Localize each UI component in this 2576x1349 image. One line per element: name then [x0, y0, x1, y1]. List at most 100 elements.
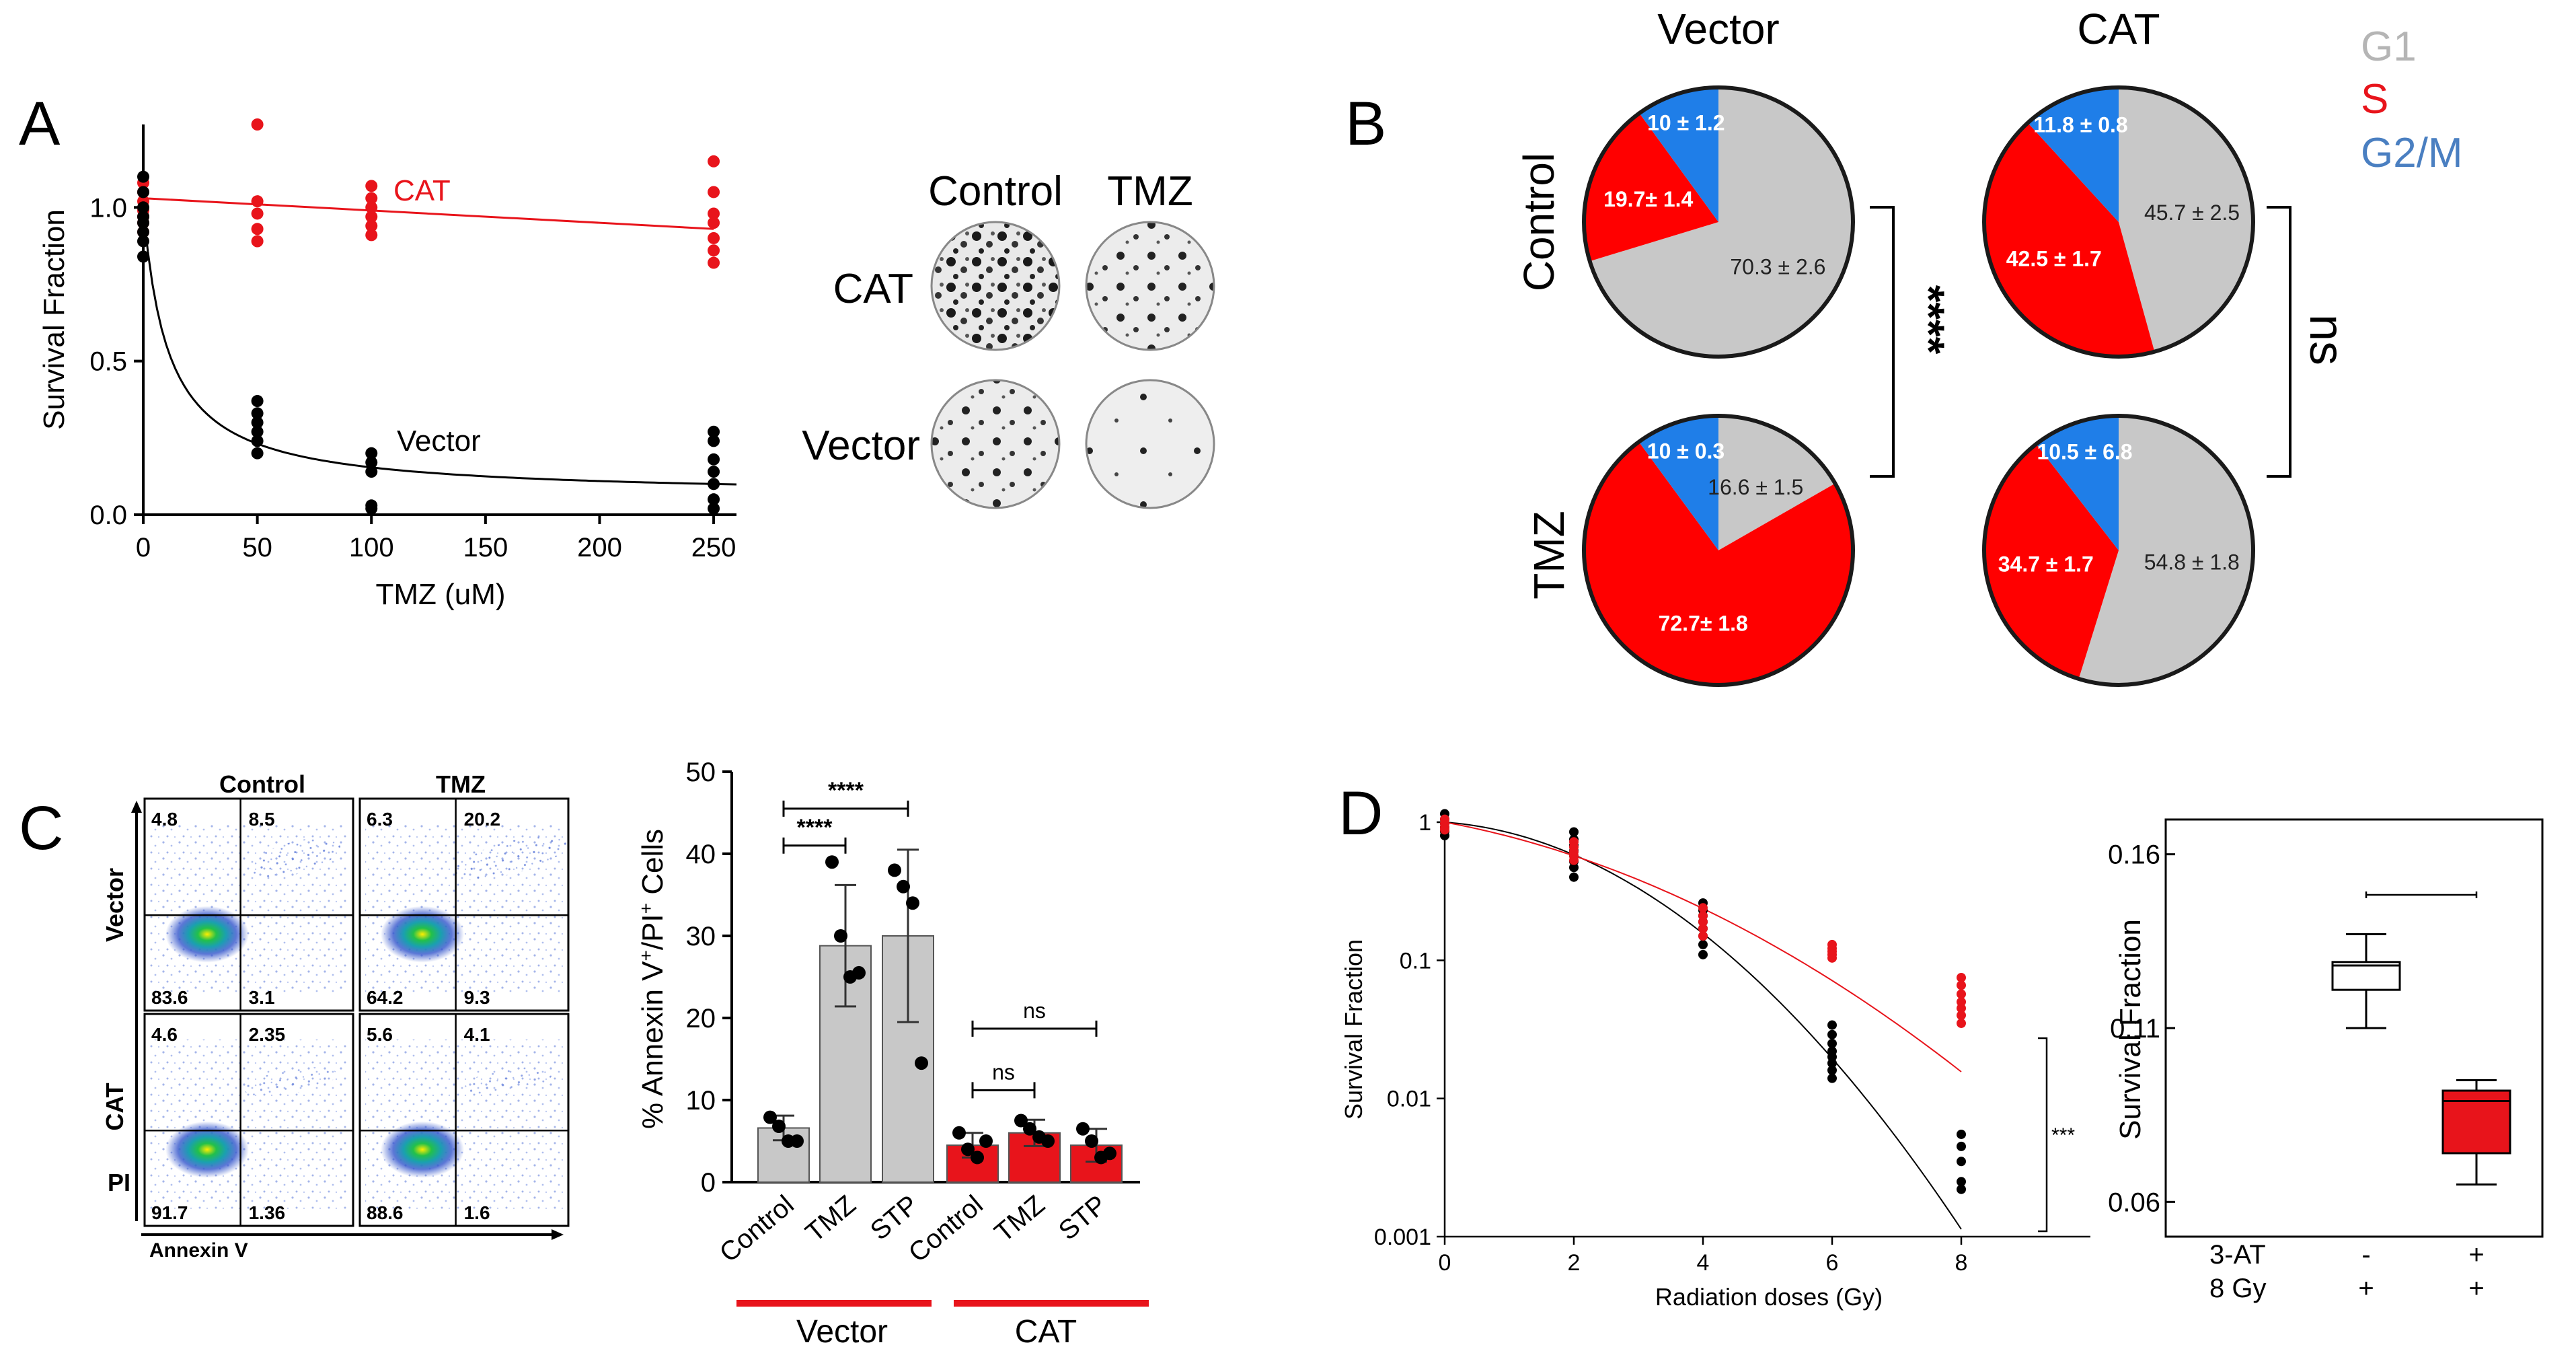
a-point-cat: [365, 192, 378, 205]
flow-quad-ul: 6.3: [367, 809, 393, 830]
flow-quad-ur: 20.2: [464, 809, 501, 830]
bar-ytick-label: 30: [686, 922, 716, 951]
plate-cat-control: [930, 221, 1061, 351]
a-point-vector: [365, 456, 378, 469]
box-mark-8gy-col1: +: [2358, 1274, 2374, 1303]
legend-g1: G1: [2361, 24, 2417, 70]
d-point-vector: [1957, 1157, 1966, 1167]
bar-axes: [730, 772, 1140, 1183]
flow-events: [365, 1039, 563, 1209]
a-point-vector: [251, 416, 264, 429]
legend-g2m: G2/M: [2361, 130, 2463, 176]
bar-xtick-label: Control: [714, 1190, 800, 1268]
bar-point: [790, 1134, 804, 1148]
pie-slice-s: [1984, 122, 2155, 357]
a-point-vector: [708, 425, 720, 438]
flow-upper-events: [451, 836, 569, 881]
pie-slice-s: [1983, 444, 2119, 679]
flow-population: [381, 906, 464, 963]
a-fit-cat: [143, 197, 714, 230]
box-row-3at: 3-AT: [2209, 1240, 2266, 1270]
d-point-vector: [1827, 1038, 1837, 1048]
d-point-3-at: [1957, 1011, 1966, 1021]
plate-cat-tmz: [1085, 221, 1215, 351]
a-point-vector: [251, 435, 264, 447]
a-point-cat: [365, 229, 378, 242]
a-point-vector: [137, 225, 149, 238]
bar-point: [979, 1134, 993, 1148]
d-point-3-at: [1957, 1018, 1966, 1028]
d-point-vector: [1569, 872, 1579, 882]
pie-outline: [1982, 85, 2255, 359]
d-significance-bracket: [2038, 1037, 2048, 1233]
bar-point: [1103, 1146, 1116, 1161]
d-ytick-label: 0.001: [1374, 1225, 1431, 1250]
panel-a-series-label-vector: Vector: [397, 425, 481, 458]
d-significance: ***: [2051, 1124, 2075, 1146]
pie-outline: [1982, 414, 2255, 687]
box-ytick-label: 0.16: [2108, 840, 2160, 870]
a-point-cat: [708, 244, 720, 257]
bar-comparison: [782, 837, 847, 854]
pie-slice-g2m: [1638, 416, 1718, 550]
a-point-cat: [365, 211, 378, 223]
pie-label-g1: 45.7 ± 2.5: [2144, 200, 2240, 225]
a-point-vector: [137, 186, 149, 198]
pie-slice-g2m: [1639, 87, 1718, 222]
bar-point: [906, 896, 919, 910]
bar-comparison-label: ns: [1023, 998, 1046, 1023]
a-point-cat: [365, 219, 378, 232]
flow-quad-lr: 9.3: [464, 987, 490, 1008]
d-point-3-at: [1957, 1003, 1966, 1013]
plate-vector-tmz: [1085, 379, 1215, 509]
d-point-vector: [1957, 1184, 1966, 1194]
flow-col-control: Control: [219, 770, 305, 798]
d-point-vector: [1569, 827, 1579, 837]
a-point-cat: [708, 207, 720, 220]
box-0: [2331, 961, 2401, 991]
flow-quad-ur: 2.35: [249, 1024, 286, 1045]
bracket-cat: [2267, 206, 2291, 478]
a-point-vector: [251, 425, 264, 438]
panel-d-radiation-survival: 0.001 0.01 0.1 1 0 2 4 6 8 *** Radiation doses …: [1340, 809, 2090, 1311]
a-point-vector: [708, 453, 720, 466]
a-point-vector: [365, 466, 378, 478]
box-row-8gy: 8 Gy: [2209, 1274, 2266, 1303]
a-point-vector: [365, 502, 378, 515]
bar-point: [834, 929, 847, 943]
d-ytick-label: 1: [1418, 810, 1431, 836]
bar-comparison-label: ****: [828, 778, 864, 803]
panel-b-cell-cycle-pies: Vector CAT Control TMZ G1 S G2/M 70.3 ± …: [1515, 5, 2463, 687]
d-point-3-at: [1827, 953, 1837, 963]
bar-point: [1041, 1134, 1055, 1148]
d-fit-vector: [1444, 822, 1962, 1230]
flow-quad-ll: 91.7: [151, 1202, 188, 1223]
a-point-vector: [708, 493, 720, 506]
d-point-3-at: [1698, 924, 1708, 934]
a-point-vector: [137, 250, 149, 263]
pie-label-s: 34.7 ± 1.7: [1998, 552, 2094, 577]
pie-outline: [1582, 85, 1855, 359]
flow-y-axis-label: PI: [108, 1169, 130, 1196]
pie-label-g2m: 10.5 ± 6.8: [2037, 439, 2132, 464]
pie-label-g1: 54.8 ± 1.8: [2144, 550, 2240, 575]
flow-population: [165, 1121, 249, 1178]
pie-label-s: 72.7± 1.8: [1659, 612, 1748, 636]
a-point-cat: [251, 223, 264, 235]
d-point-vector: [1957, 1177, 1966, 1187]
box-mark-3at-col2: +: [2468, 1240, 2484, 1270]
flow-quad-ll: 88.6: [367, 1202, 404, 1223]
d-point-vector: [1957, 1141, 1966, 1151]
pie-col-cat: CAT: [2077, 5, 2160, 53]
d-xtick-label: 2: [1568, 1250, 1581, 1276]
d-point-3-at: [1698, 931, 1708, 941]
flow-population: [381, 1121, 464, 1178]
significance-cat: ns: [2300, 314, 2353, 365]
panel-c-flow-cytometry: Control TMZ Vector CAT PI Annexin V 4.8 8…: [101, 770, 570, 1262]
flow-quad-lr: 1.6: [464, 1202, 490, 1223]
bar-point: [888, 863, 901, 877]
a-point-vector: [251, 395, 264, 408]
panel-label-a: A: [19, 89, 61, 158]
pie-slice-s: [1584, 113, 1718, 262]
a-point-cat: [251, 207, 264, 220]
